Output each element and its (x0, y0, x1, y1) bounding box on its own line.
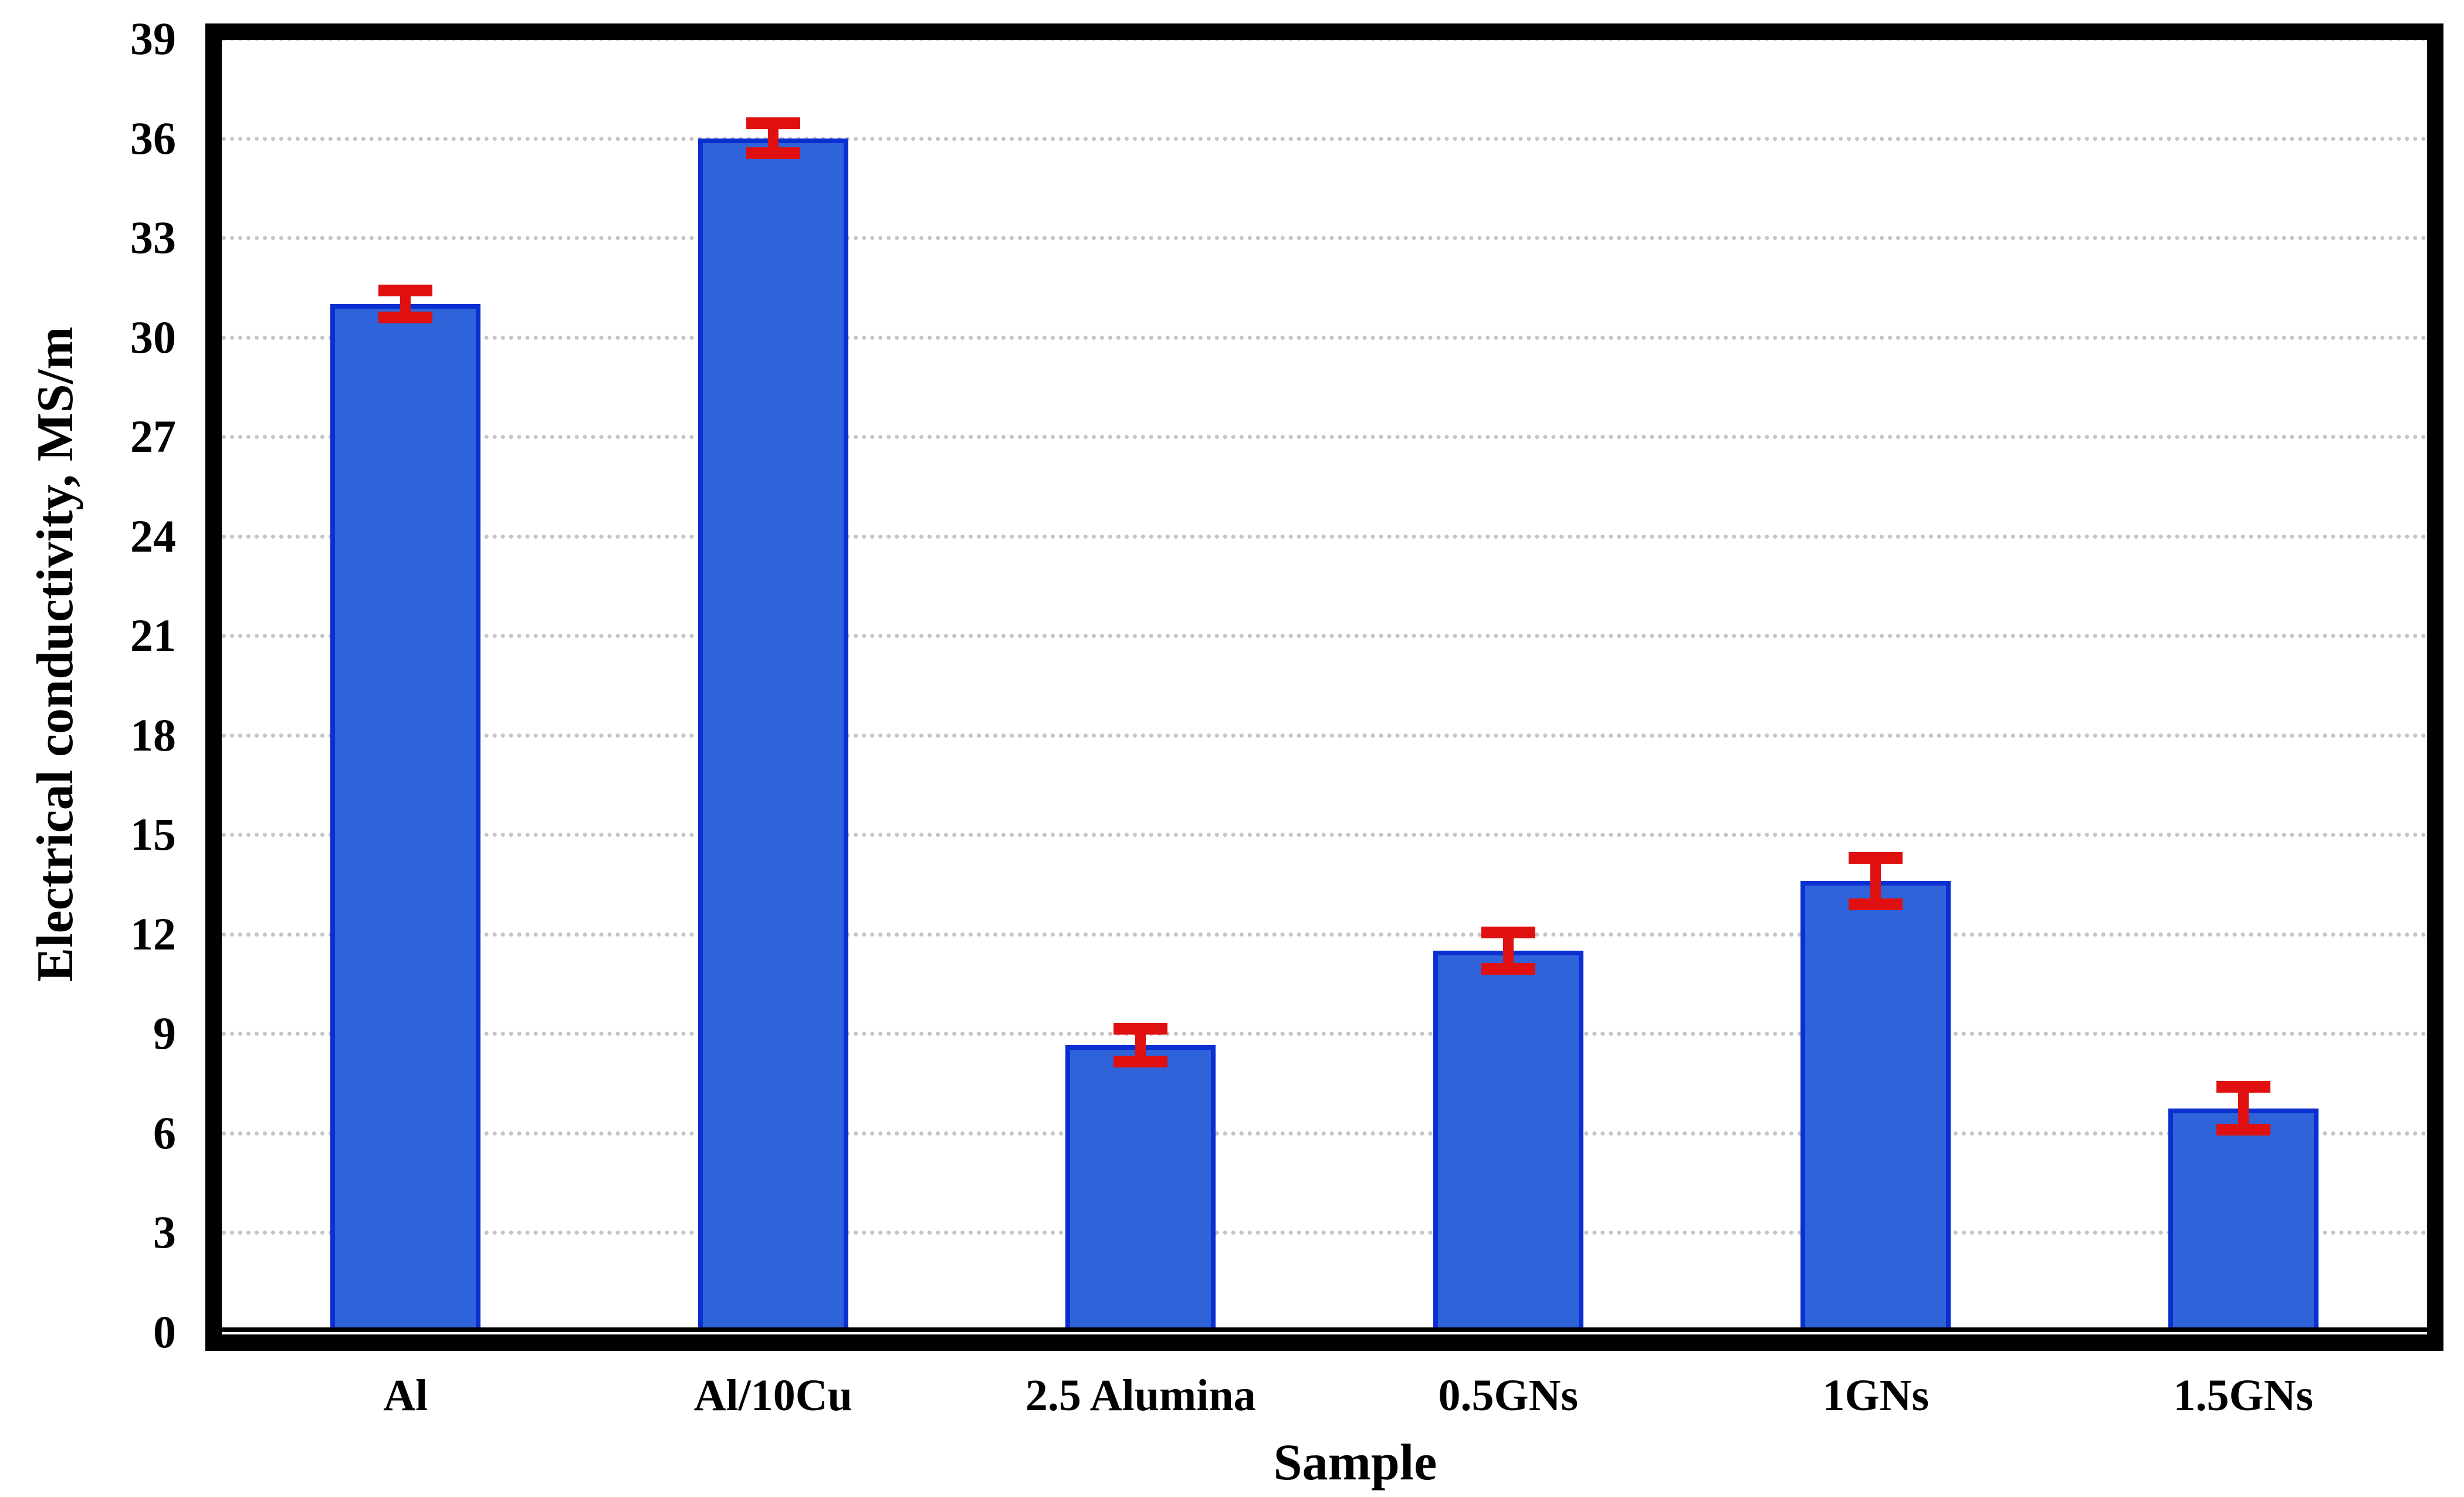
gridline-y12 (222, 932, 2427, 937)
x-category-label-Al: Al (383, 1371, 428, 1420)
y-tick-label-30: 30 (130, 311, 176, 363)
error-bar-cap-top (746, 117, 800, 130)
bar-2.5 Alumina (1065, 1045, 1216, 1332)
gridline-y36 (222, 136, 2427, 141)
y-tick-label-36: 36 (130, 112, 176, 164)
y-tick-label-33: 33 (130, 212, 176, 263)
y-tick-label-18: 18 (130, 709, 176, 761)
gridline-y33 (222, 236, 2427, 241)
bar-0.5GNs (1433, 951, 1583, 1332)
x-axis-title: Sample (1273, 1434, 1437, 1491)
x-category-label-1.5GNs: 1.5GNs (2173, 1371, 2314, 1420)
gridline-y30 (222, 335, 2427, 340)
gridline-y27 (222, 435, 2427, 440)
gridline-y18 (222, 733, 2427, 738)
x-category-label-0.5GNs: 0.5GNs (1438, 1371, 1579, 1420)
error-bar-cap-top (1113, 1022, 1168, 1035)
gridline-y9 (222, 1032, 2427, 1036)
y-tick-label-6: 6 (153, 1107, 176, 1158)
error-bar-line (767, 123, 779, 153)
error-bar-cap-bottom (1113, 1056, 1168, 1068)
gridline-y15 (222, 833, 2427, 837)
gridline-y3 (222, 1231, 2427, 1235)
error-bar-cap-bottom (1481, 963, 1535, 975)
y-axis-title: Electrical conductivity, MS/m (27, 326, 84, 982)
gridline-y39 (222, 37, 2427, 41)
x-category-label-2.5 Alumina: 2.5 Alumina (1025, 1371, 1256, 1420)
y-tick-label-39: 39 (130, 13, 176, 64)
error-bar-line (1135, 1028, 1146, 1062)
error-bar-cap-bottom (1849, 898, 1903, 910)
bar-1.5GNs (2168, 1108, 2319, 1332)
error-bar-line (1870, 857, 1881, 904)
y-tick-label-0: 0 (153, 1306, 176, 1357)
error-bar-cap-top (1481, 927, 1535, 939)
y-tick-label-12: 12 (130, 908, 176, 959)
gridline-y24 (222, 534, 2427, 539)
gridline-y6 (222, 1131, 2427, 1136)
y-tick-label-21: 21 (130, 610, 176, 661)
gridline-y21 (222, 634, 2427, 638)
y-tick-label-3: 3 (153, 1207, 176, 1258)
error-bar-line (400, 290, 411, 317)
x-axis-line (222, 1327, 2427, 1332)
error-bar-cap-top (2216, 1080, 2270, 1093)
bar-1GNs (1800, 881, 1951, 1332)
y-tick-label-27: 27 (130, 411, 176, 462)
y-tick-label-15: 15 (130, 809, 176, 860)
error-bar-cap-bottom (746, 147, 800, 159)
error-bar-cap-bottom (378, 311, 433, 323)
error-bar-line (1502, 932, 1514, 969)
x-category-label-1GNs: 1GNs (1822, 1371, 1930, 1420)
error-bar-cap-top (378, 285, 433, 297)
y-tick-label-9: 9 (153, 1008, 176, 1059)
error-bar-cap-bottom (2216, 1124, 2270, 1136)
bar-Al (330, 304, 481, 1332)
x-category-label-Al/10Cu: Al/10Cu (693, 1371, 852, 1420)
bar-Al/10Cu (698, 138, 848, 1332)
error-bar-cap-top (1849, 851, 1903, 864)
y-tick-label-24: 24 (130, 510, 176, 562)
error-bar-line (2238, 1086, 2249, 1130)
